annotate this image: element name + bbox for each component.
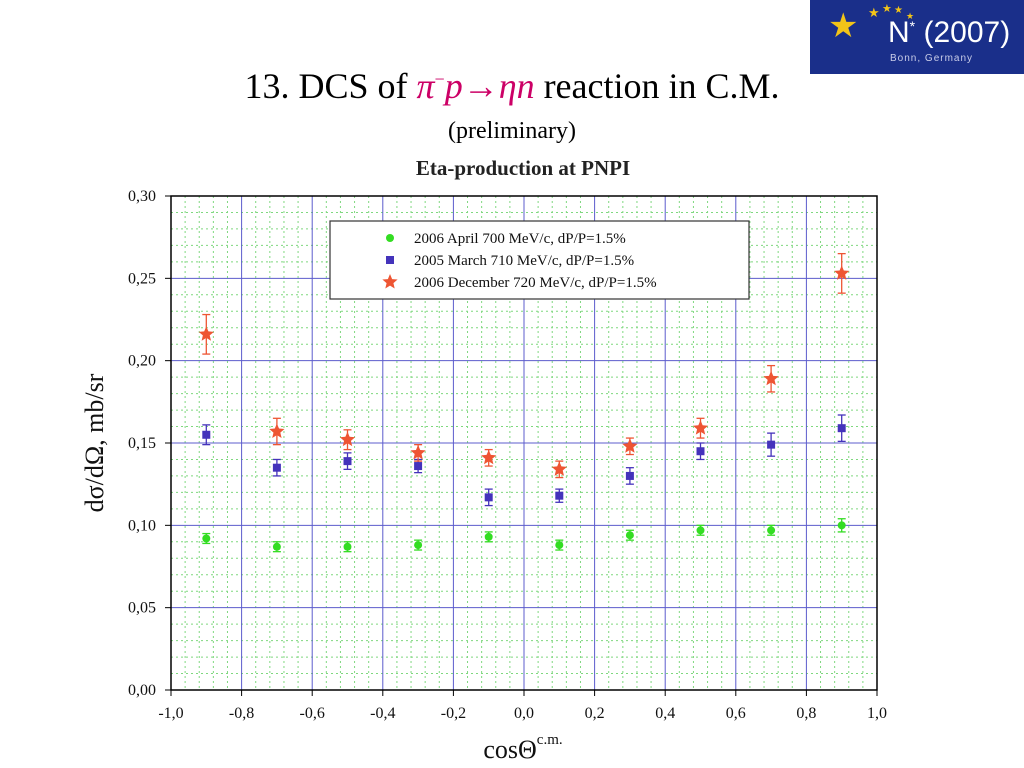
- x-tick-label: -1,0: [158, 705, 183, 722]
- data-point-star: [763, 370, 779, 386]
- conference-logo: ★ ★ ★ ★ ★ N* (2007) Bonn, Germany: [810, 0, 1024, 74]
- x-tick-label: -0,2: [441, 705, 466, 722]
- y-axis-label: dσ/dΩ, mb/sr: [80, 373, 109, 512]
- logo-text: N* (2007): [888, 16, 1010, 50]
- x-tick-label: 0,0: [514, 705, 534, 722]
- series-star: [198, 252, 850, 479]
- data-point-circle: [625, 531, 634, 540]
- reaction-sup: −: [434, 69, 445, 89]
- y-tick-label: 0,10: [128, 517, 156, 534]
- data-point-square: [696, 447, 705, 456]
- series-circle: [202, 518, 846, 553]
- y-tick-label: 0,25: [128, 270, 156, 287]
- logo-name: N: [888, 16, 910, 49]
- y-tick-label: 0,15: [128, 435, 156, 452]
- data-point-square: [386, 256, 394, 264]
- x-tick-label: 0,4: [655, 705, 675, 722]
- data-point-star: [834, 265, 850, 280]
- data-point-star: [339, 431, 356, 447]
- data-point-star: [622, 438, 638, 453]
- reaction-formula: π−p→ηn: [417, 66, 535, 106]
- data-point-circle: [767, 526, 776, 535]
- x-tick-label: -0,8: [229, 705, 254, 722]
- legend: 2006 April 700 MeV/c, dP/P=1.5% 2005 Marc…: [329, 220, 750, 300]
- data-point-star: [692, 420, 709, 435]
- data-point-circle: [386, 234, 394, 242]
- data-point-square: [202, 430, 211, 439]
- data-point-square: [837, 424, 846, 433]
- star-icon: ★ ★ ★ ★ ★: [828, 3, 915, 45]
- data-point-star: [551, 461, 567, 476]
- logo-year: (2007): [923, 16, 1011, 49]
- x-tick-label: -0,6: [300, 705, 325, 722]
- legend-box: [329, 220, 750, 300]
- data-point-star: [198, 326, 214, 341]
- data-point-circle: [202, 534, 211, 543]
- data-point-square: [484, 493, 493, 502]
- reaction-main: π: [416, 66, 435, 106]
- y-tick-label: 0,00: [128, 682, 156, 699]
- x-tick-label: 0,6: [726, 705, 746, 722]
- chart-title: Eta-production at PNPI: [416, 156, 630, 180]
- axis-ticks: [165, 195, 878, 696]
- x-axis-label: cosΘc.m.: [483, 732, 562, 764]
- data-point-square: [625, 471, 634, 480]
- legend-label: 2005 March 710 MeV/c, dP/P=1.5%: [414, 253, 634, 269]
- data-point-square: [555, 491, 564, 500]
- x-tick-label: 0,2: [585, 705, 605, 722]
- data-point-star: [269, 423, 285, 438]
- tick-labels: -1,0 -0,8 -0,6 -0,4 -0,2 0,0 0,2 0,4 0,6 0,8 1,0 0,…: [128, 188, 887, 722]
- data-point-star: [410, 444, 426, 460]
- legend-label: 2006 April 700 MeV/c, dP/P=1.5%: [414, 231, 626, 247]
- y-tick-label: 0,30: [128, 188, 156, 205]
- y-tick-label: 0,05: [128, 600, 156, 617]
- x-tick-label: 1,0: [867, 705, 887, 722]
- slide-subtitle: (preliminary): [448, 118, 576, 144]
- data-point-circle: [414, 541, 423, 550]
- x-axis-label-sup: c.m.: [537, 732, 563, 748]
- data-point-square: [343, 457, 352, 466]
- x-axis-label-main: cosΘ: [483, 735, 536, 764]
- x-tick-label: -0,4: [370, 705, 395, 722]
- series-square: [202, 414, 846, 507]
- legend-label: 2006 December 720 MeV/c, dP/P=1.5%: [414, 275, 657, 291]
- data-point-circle: [555, 541, 564, 550]
- data-point-circle: [272, 542, 281, 551]
- data-point-square: [272, 463, 281, 472]
- data-point-circle: [343, 542, 352, 551]
- slide-title: 13. DCS of π−p→ηn reaction in C.M.: [0, 68, 1024, 104]
- logo-name-sup: *: [909, 18, 916, 34]
- title-prefix: 13. DCS of: [244, 66, 408, 106]
- data-marks: [198, 252, 850, 553]
- data-point-circle: [484, 532, 493, 541]
- x-tick-label: 0,8: [796, 705, 816, 722]
- data-point-star: [481, 449, 497, 465]
- data-point-circle: [696, 526, 705, 535]
- data-point-square: [414, 462, 423, 471]
- data-point-square: [767, 440, 776, 449]
- title-suffix: reaction in C.M.: [543, 66, 780, 106]
- reaction-rest: p→ηn: [444, 66, 535, 106]
- logo-location: Bonn, Germany: [890, 53, 974, 64]
- data-point-star: [382, 274, 398, 289]
- y-tick-label: 0,20: [128, 353, 156, 370]
- data-point-circle: [837, 521, 846, 530]
